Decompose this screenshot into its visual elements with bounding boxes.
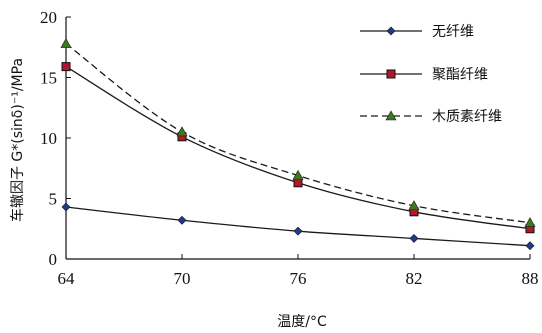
y-tick-label: 5: [49, 190, 58, 209]
legend-marker: [385, 110, 397, 121]
legend-marker: [386, 69, 396, 79]
data-point: [292, 169, 304, 180]
data-point: [177, 215, 187, 225]
series-line: [65, 43, 531, 224]
series-line: [65, 206, 531, 247]
data-point: [408, 200, 420, 211]
data-point: [409, 234, 419, 243]
legend-label: 聚酯纤维: [432, 67, 488, 83]
x-axis-ticks: 64 70 76 82 88: [58, 254, 539, 288]
series-layer: [60, 38, 536, 251]
y-tick-label: 15: [40, 69, 57, 88]
x-tick-label: 76: [290, 269, 307, 288]
legend-label: 木质素纤维: [432, 109, 502, 125]
data-point: [61, 202, 71, 212]
legend-label: 无纤维: [432, 24, 474, 40]
y-tick-label: 0: [49, 250, 58, 269]
legend-item-2: 聚酯纤维: [360, 67, 488, 83]
legend-item-1: 无纤维: [360, 24, 474, 40]
y-axis-ticks: 0 5 10 15 20: [40, 8, 71, 269]
legend-marker: [386, 26, 396, 36]
y-tick-label: 10: [40, 129, 57, 148]
data-point: [525, 241, 535, 251]
legend-item-3: 木质素纤维: [360, 109, 502, 125]
data-point: [61, 62, 71, 72]
series-1: [61, 202, 535, 251]
data-point: [60, 38, 72, 48]
data-point: [524, 217, 536, 227]
x-tick-label: 64: [58, 269, 76, 288]
data-point: [293, 226, 303, 236]
data-point: [293, 178, 303, 188]
y-axis-title: 车辙因子 G*(sinδ)⁻¹/MPa: [9, 58, 26, 222]
series-line: [65, 66, 531, 230]
x-axis-title: 温度/°C: [277, 314, 327, 330]
plot-area: 0 5 10 15 20 64 70 76 82 88: [40, 8, 539, 288]
x-tick-label: 88: [522, 269, 539, 288]
series-2: [61, 62, 535, 234]
x-tick-label: 70: [174, 269, 191, 288]
y-tick-label: 20: [40, 8, 57, 27]
data-point: [176, 126, 188, 137]
x-tick-label: 82: [406, 269, 423, 288]
series-3: [60, 38, 536, 227]
